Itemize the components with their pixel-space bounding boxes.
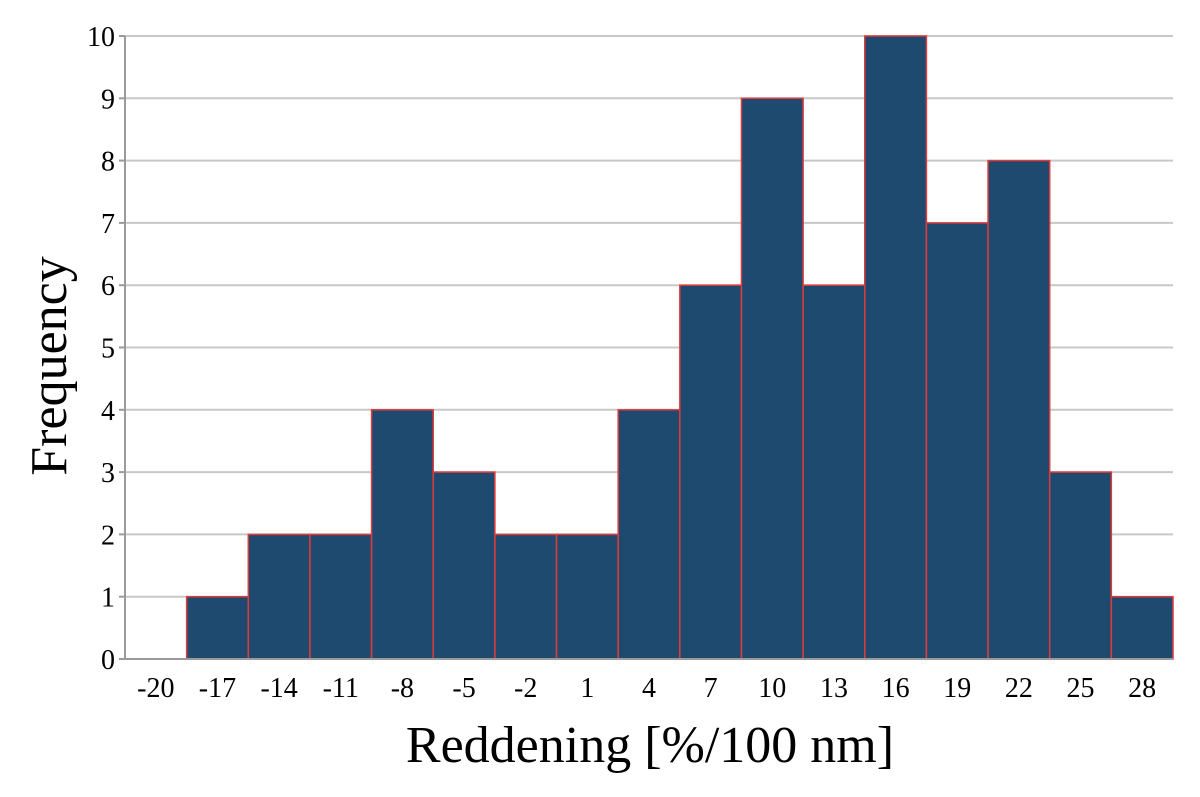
x-tick-labels: -20 -17 -14 -11 -8 -5 -2 1 4 7 10 13 16 19 22 25 28 <box>137 673 1156 704</box>
x-tick-label: -2 <box>514 673 537 704</box>
histogram-bar <box>370 409 434 660</box>
y-tick-label: 10 <box>87 22 115 53</box>
x-tick-label: -11 <box>323 673 359 704</box>
x-tick-label: 19 <box>943 673 971 704</box>
y-tick-label: 0 <box>101 645 115 676</box>
histogram-bar <box>864 35 928 660</box>
histogram-bar <box>494 533 558 660</box>
histogram-bar <box>432 471 496 660</box>
y-tick-label: 6 <box>101 271 115 302</box>
x-tick-label: -8 <box>391 673 414 704</box>
y-tick-label: 3 <box>101 458 115 489</box>
x-tick-label: -14 <box>260 673 297 704</box>
bars <box>185 35 1174 660</box>
x-tick-label: 22 <box>1005 673 1033 704</box>
y-tick-label: 4 <box>101 396 115 427</box>
y-tick-labels: 0 1 2 3 4 5 6 7 8 9 10 <box>87 22 115 676</box>
y-tick-label: 9 <box>101 84 115 115</box>
y-tick-label: 7 <box>101 209 115 240</box>
histogram-bar <box>1048 471 1113 660</box>
x-tick-label: 7 <box>704 673 718 704</box>
x-tick-label: -20 <box>137 673 174 704</box>
x-tick-label: 4 <box>642 673 656 704</box>
histogram-bar <box>740 97 804 660</box>
x-axis-label: Reddening [%/100 nm] <box>406 717 894 774</box>
x-tick-label: 28 <box>1128 673 1156 704</box>
histogram-bar <box>925 222 989 660</box>
histogram-bar <box>185 595 250 660</box>
histogram-bar <box>802 284 866 660</box>
y-tick-label: 2 <box>101 520 115 551</box>
histogram-bar <box>679 284 743 660</box>
x-tick-label: 13 <box>820 673 848 704</box>
histogram-bar <box>247 533 311 660</box>
x-tick-label: 25 <box>1067 673 1095 704</box>
histogram-bar <box>987 159 1051 660</box>
x-tick-label: -5 <box>452 673 475 704</box>
x-tick-label: -17 <box>199 673 236 704</box>
y-tick-label: 8 <box>101 147 115 178</box>
histogram-bar <box>1110 595 1174 660</box>
axes <box>119 35 1173 660</box>
histogram-bar <box>309 533 373 660</box>
y-tick-label: 1 <box>101 583 115 614</box>
y-tick-label: 5 <box>101 334 115 365</box>
x-tick-label: 10 <box>758 673 786 704</box>
x-tick-label: 16 <box>882 673 910 704</box>
histogram-bar <box>555 533 619 660</box>
x-tick-label: 1 <box>580 673 594 704</box>
y-axis-label: Frequency <box>21 256 78 475</box>
histogram-bar <box>617 409 681 660</box>
